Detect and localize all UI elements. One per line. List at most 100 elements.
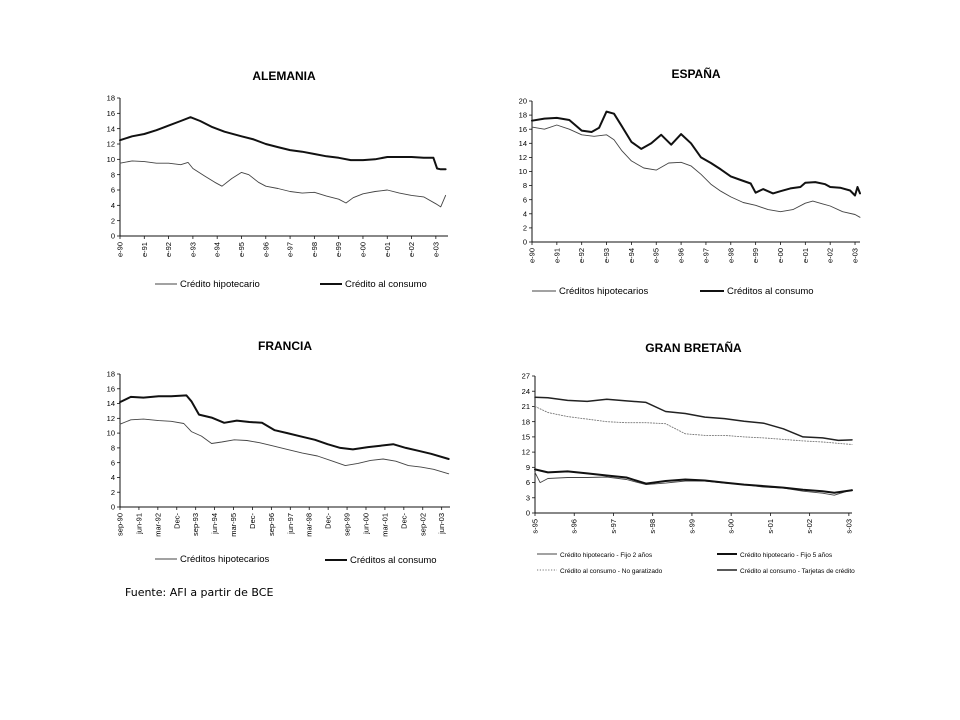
- x-tick-label: s-96: [570, 519, 579, 534]
- x-tick-label: jun-97: [286, 513, 295, 535]
- y-tick-label: 6: [526, 478, 530, 487]
- series-line: [531, 110, 861, 197]
- x-tick-label: mar-95: [229, 513, 238, 537]
- x-tick-label: jun-00: [361, 513, 370, 535]
- legend-label: Crédito hipotecario: [180, 279, 260, 290]
- x-tick-label: jun-94: [210, 513, 219, 535]
- x-tick-label: e-00: [358, 242, 367, 257]
- x-tick-label: sep-96: [267, 513, 276, 536]
- y-tick-label: 12: [107, 140, 115, 149]
- y-tick-label: 0: [111, 232, 115, 241]
- x-tick-label: e-98: [726, 248, 735, 263]
- chart-title: ALEMANIA: [252, 69, 316, 83]
- y-tick-label: 18: [107, 94, 115, 103]
- y-tick-label: 2: [523, 224, 527, 233]
- x-tick-label: e-92: [164, 242, 173, 257]
- legend-label: Crédito al consumo: [345, 279, 427, 290]
- chart-alemania: ALEMANIA 0 2 4 6 8 10 12 14 16 18 e-90 e-91 e-92 e-93 e…: [107, 69, 448, 290]
- y-tick-label: 16: [519, 125, 527, 134]
- y-tick-label: 10: [107, 155, 115, 164]
- y-tick-label: 2: [111, 488, 115, 497]
- series-line: [119, 418, 450, 475]
- y-tick-label: 4: [111, 201, 115, 210]
- x-tick-label: e-01: [383, 242, 392, 257]
- y-tick-label: 4: [523, 209, 527, 218]
- y-tick-label: 16: [107, 384, 115, 393]
- x-tick-label: e-02: [826, 248, 835, 263]
- x-tick-label: Dec-: [399, 513, 408, 529]
- x-tick-label: e-90: [116, 242, 125, 257]
- x-tick-label: e-94: [213, 242, 222, 257]
- x-tick-label: s-95: [531, 519, 540, 534]
- series-line: [531, 124, 861, 218]
- x-tick-label: e-03: [431, 242, 440, 257]
- y-tick-label: 6: [523, 195, 527, 204]
- x-tick-label: e-95: [237, 242, 246, 257]
- y-tick-label: 12: [519, 153, 527, 162]
- x-tick-label: e-99: [334, 242, 343, 257]
- y-tick-label: 6: [111, 458, 115, 467]
- y-tick-label: 24: [522, 387, 530, 396]
- y-tick-label: 9: [526, 463, 530, 472]
- y-tick-label: 10: [107, 429, 115, 438]
- y-tick-label: 2: [111, 216, 115, 225]
- y-tick-label: 0: [111, 503, 115, 512]
- y-tick-label: 0: [526, 509, 530, 518]
- x-tick-label: e-02: [407, 242, 416, 257]
- y-tick-label: 14: [107, 399, 115, 408]
- series-line: [119, 116, 447, 171]
- series-line: [119, 394, 450, 460]
- y-tick-label: 8: [523, 181, 527, 190]
- series-line: [119, 160, 447, 208]
- series-line: [534, 396, 853, 442]
- x-tick-label: e-97: [701, 248, 710, 263]
- x-tick-label: mar-92: [153, 513, 162, 537]
- series-line: [534, 468, 853, 494]
- x-tick-label: e-92: [577, 248, 586, 263]
- y-tick-label: 14: [519, 139, 527, 148]
- x-tick-label: s-03: [844, 519, 853, 534]
- series-line: [534, 405, 853, 445]
- x-tick-label: s-98: [648, 519, 657, 534]
- x-tick-label: Dec-: [248, 513, 257, 529]
- y-tick-label: 8: [111, 443, 115, 452]
- y-tick-label: 15: [522, 432, 530, 441]
- x-tick-label: e-96: [261, 242, 270, 257]
- x-tick-label: Dec-: [172, 513, 181, 529]
- x-tick-label: s-97: [609, 519, 618, 534]
- chart-title: ESPAÑA: [671, 66, 720, 81]
- y-tick-label: 0: [523, 238, 527, 247]
- series-line: [534, 471, 853, 496]
- legend-label: Créditos hipotecarios: [180, 554, 269, 565]
- x-tick-label: mar-98: [305, 513, 314, 537]
- x-tick-label: e-90: [528, 248, 537, 263]
- legend-label: Crédito al consumo - No garatizado: [560, 568, 663, 575]
- x-tick-label: e-98: [310, 242, 319, 257]
- x-tick-label: sep-90: [116, 513, 125, 536]
- x-tick-label: s-02: [805, 519, 814, 534]
- y-tick-label: 20: [519, 97, 527, 106]
- x-tick-label: sep-99: [343, 513, 352, 536]
- legend-label: Crédito hipotecario - Fijo 2 años: [560, 552, 653, 559]
- legend-label: Créditos al consumo: [727, 286, 814, 297]
- x-tick-label: s-00: [727, 519, 736, 534]
- y-tick-label: 14: [107, 124, 115, 133]
- x-tick-label: e-03: [851, 248, 860, 263]
- legend-label: Crédito al consumo - Tarjetas de crédito: [740, 568, 855, 575]
- chart-espana: ESPAÑA 0 2 4 6 8 10 12 14 16 18 20 e-90 e-91 e-92 e-93 e…: [519, 66, 861, 297]
- y-tick-label: 6: [111, 186, 115, 195]
- y-tick-label: 18: [519, 111, 527, 120]
- legend-label: Crédito hipotecario - Fijo 5 años: [740, 552, 833, 559]
- chart-title: FRANCIA: [258, 339, 312, 353]
- x-tick-label: sep-02: [418, 513, 427, 536]
- x-tick-label: Dec-: [324, 513, 333, 529]
- x-tick-label: e-93: [188, 242, 197, 257]
- legend-label: Créditos hipotecarios: [559, 286, 648, 297]
- chart-francia: FRANCIA 0 2 4 6 8 10 12 14 16 18 sep-90 jun-91 mar-92…: [107, 339, 450, 566]
- x-tick-label: e-95: [652, 248, 661, 263]
- y-tick-label: 8: [111, 170, 115, 179]
- x-tick-label: e-94: [627, 248, 636, 263]
- y-tick-label: 3: [526, 493, 530, 502]
- chart-gran-bretana: GRAN BRETAÑA 0 3 6 9 12 15 18 21 24 27 s-95 s-96 s-97…: [522, 340, 855, 575]
